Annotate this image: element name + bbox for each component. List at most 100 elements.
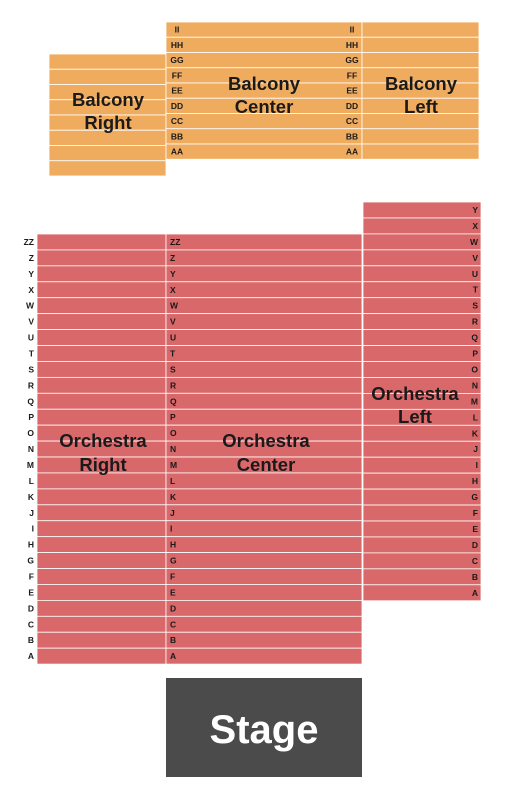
orchestra-center-row-s[interactable]	[165, 361, 363, 378]
orchestra-center-row-p[interactable]	[165, 408, 363, 426]
section-balcony-left[interactable]	[361, 21, 480, 160]
section-balcony-right[interactable]	[48, 53, 167, 177]
orchestra-left-row-b[interactable]	[362, 568, 482, 586]
balcony-right-row-gg[interactable]	[48, 68, 167, 85]
orchestra-right-row-u[interactable]	[36, 329, 167, 346]
orchestra-left-row-label: I	[476, 460, 478, 470]
orchestra-right-row-l[interactable]	[36, 472, 167, 490]
orchestra-left-row-f[interactable]	[362, 504, 482, 522]
orchestra-left-row-x[interactable]	[362, 217, 482, 235]
orchestra-center-row-z[interactable]	[165, 249, 363, 267]
orchestra-right-row-i[interactable]	[36, 520, 167, 538]
orchestra-center-row-v[interactable]	[165, 313, 363, 330]
orchestra-left-row-label: D	[472, 540, 478, 550]
orchestra-right-row-r[interactable]	[36, 376, 167, 394]
orchestra-center-row-d[interactable]	[165, 599, 363, 617]
orchestra-right-row-b[interactable]	[36, 631, 167, 649]
orchestra-right-row-v[interactable]	[36, 313, 167, 330]
orchestra-right-row-j[interactable]	[36, 504, 167, 522]
orchestra-right-row-c[interactable]	[36, 615, 167, 633]
balcony-right-row-bb[interactable]	[48, 145, 167, 162]
section-orchestra-right[interactable]	[36, 233, 167, 665]
balcony-right-label: Balcony Right	[72, 89, 145, 133]
orchestra-right-row-g[interactable]	[36, 552, 167, 569]
orchestra-right-row-w[interactable]	[36, 297, 167, 315]
orchestra-center-row-h[interactable]	[165, 536, 363, 553]
orchestra-center-row-zz[interactable]	[165, 233, 363, 251]
orchestra-center-row-k[interactable]	[165, 488, 363, 506]
orchestra-right-row-label: C	[28, 619, 34, 629]
orchestra-right-row-label: Y	[28, 269, 34, 279]
orchestra-center-row-t[interactable]	[165, 345, 363, 362]
orchestra-center-row-a[interactable]	[165, 647, 363, 665]
orchestra-right-row-s[interactable]	[36, 361, 167, 378]
orchestra-center-row-r[interactable]	[165, 376, 363, 394]
orchestra-center-row-label: D	[170, 603, 176, 613]
orchestra-right-row-a[interactable]	[36, 647, 167, 665]
orchestra-left-row-c[interactable]	[362, 552, 482, 570]
orchestra-center-row-q[interactable]	[165, 392, 363, 410]
orchestra-right-row-zz[interactable]	[36, 233, 167, 251]
balcony-left-row-ii[interactable]	[361, 21, 480, 38]
orchestra-right-row-q[interactable]	[36, 392, 167, 410]
orchestra-center-row-b[interactable]	[165, 631, 363, 649]
balcony-center-row-aa[interactable]	[165, 143, 363, 160]
orchestra-left-row-t[interactable]	[362, 281, 482, 299]
balcony-center-row-bb[interactable]	[165, 128, 363, 145]
orchestra-left-row-p[interactable]	[362, 345, 482, 362]
orchestra-left-row-y[interactable]	[362, 201, 482, 219]
balcony-center-row-ii[interactable]	[165, 21, 363, 38]
orchestra-center-row-u[interactable]	[165, 329, 363, 346]
orchestra-right-row-d[interactable]	[36, 599, 167, 617]
balcony-right-row-hh[interactable]	[48, 53, 167, 70]
orchestra-center-row-w[interactable]	[165, 297, 363, 315]
orchestra-left-row-j[interactable]	[362, 440, 482, 458]
orchestra-right-row-e[interactable]	[36, 584, 167, 601]
orchestra-right-row-label: A	[28, 651, 34, 661]
orchestra-left-row-e[interactable]	[362, 520, 482, 538]
orchestra-right-row-f[interactable]	[36, 568, 167, 585]
balcony-center-row-gg[interactable]	[165, 52, 363, 69]
orchestra-left-row-v[interactable]	[362, 249, 482, 267]
orchestra-center-row-label: B	[170, 635, 176, 645]
section-balcony-center[interactable]	[165, 21, 363, 160]
balcony-left-row-bb[interactable]	[361, 128, 480, 145]
orchestra-right-row-x[interactable]	[36, 281, 167, 299]
orchestra-center-row-g[interactable]	[165, 552, 363, 569]
orchestra-center-row-f[interactable]	[165, 568, 363, 585]
balcony-right-row-aa[interactable]	[48, 160, 167, 177]
orchestra-center-row-x[interactable]	[165, 281, 363, 299]
section-orchestra-left[interactable]	[362, 201, 482, 602]
orchestra-left-row-label: L	[473, 412, 478, 422]
balcony-left-row-aa[interactable]	[361, 143, 480, 160]
orchestra-left-row-k[interactable]	[362, 424, 482, 442]
balcony-center-row-hh[interactable]	[165, 36, 363, 53]
orchestra-left-row-i[interactable]	[362, 456, 482, 474]
orchestra-center-row-i[interactable]	[165, 520, 363, 538]
orchestra-left-row-s[interactable]	[362, 297, 482, 315]
orchestra-left-row-o[interactable]	[362, 361, 482, 378]
orchestra-left-row-q[interactable]	[362, 329, 482, 346]
orchestra-center-row-j[interactable]	[165, 504, 363, 522]
orchestra-left-row-a[interactable]	[362, 584, 482, 602]
orchestra-center-row-y[interactable]	[165, 265, 363, 283]
orchestra-center-row-l[interactable]	[165, 472, 363, 490]
orchestra-right-row-p[interactable]	[36, 408, 167, 426]
orchestra-right-row-z[interactable]	[36, 249, 167, 267]
balcony-left-row-gg[interactable]	[361, 52, 480, 69]
orchestra-left-row-r[interactable]	[362, 313, 482, 330]
orchestra-center-row-e[interactable]	[165, 584, 363, 601]
orchestra-right-row-h[interactable]	[36, 536, 167, 553]
orchestra-left-row-g[interactable]	[362, 488, 482, 506]
orchestra-left-row-label: R	[472, 317, 478, 327]
orchestra-right-row-k[interactable]	[36, 488, 167, 506]
orchestra-right-row-t[interactable]	[36, 345, 167, 362]
orchestra-left-row-d[interactable]	[362, 536, 482, 554]
section-orchestra-center[interactable]	[165, 233, 363, 665]
orchestra-left-row-h[interactable]	[362, 472, 482, 490]
balcony-left-row-hh[interactable]	[361, 36, 480, 53]
orchestra-center-row-c[interactable]	[165, 615, 363, 633]
orchestra-right-row-y[interactable]	[36, 265, 167, 283]
orchestra-left-row-u[interactable]	[362, 265, 482, 283]
orchestra-left-row-w[interactable]	[362, 233, 482, 251]
